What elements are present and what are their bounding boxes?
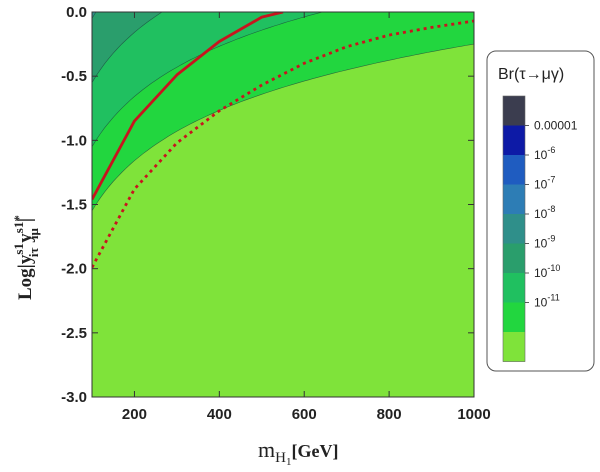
x-tick-label: 1000	[457, 406, 490, 423]
legend-label: 10-6	[534, 145, 555, 162]
legend-label: 10-10	[534, 263, 560, 280]
x-tick-label: 200	[122, 406, 147, 423]
y-tick-label: 0.0	[66, 4, 87, 21]
reference-curves	[92, 12, 474, 269]
y-axis-title: Log|ys1iτ ys1*iμ|	[11, 215, 41, 300]
legend-swatch	[503, 155, 525, 185]
legend-swatch	[503, 214, 525, 244]
contour-regions	[92, 12, 474, 397]
contour-lines	[92, 12, 474, 212]
legend-swatch	[503, 125, 525, 156]
region-below-level-11	[92, 44, 474, 397]
legend-swatch	[503, 184, 525, 215]
contour-line-level-11	[92, 43, 474, 212]
y-tick-label: -1.0	[61, 132, 87, 149]
legend-label: 0.00001	[534, 119, 578, 133]
legend-swatch	[503, 243, 525, 274]
x-tick-label: 800	[377, 406, 402, 423]
legend-label: 10-7	[534, 175, 555, 192]
legend-label: 10-8	[534, 204, 555, 221]
y-tick-label: -3.0	[61, 389, 87, 406]
legend-swatch	[503, 96, 525, 126]
legend: Br(τ→μγ) 0.00001 10-6 10-7 10-8 10-9 10-10 10-…	[486, 50, 595, 372]
x-axis-title: mH1[GeV]	[258, 437, 338, 468]
legend-swatches	[502, 95, 526, 362]
legend-label: 10-9	[534, 234, 555, 251]
legend-labels: 0.00001 10-6 10-7 10-8 10-9 10-10 10-11	[525, 119, 578, 310]
solid-red-curve	[92, 12, 284, 201]
legend-label: 10-11	[534, 293, 560, 310]
legend-swatch	[503, 332, 525, 362]
plot-area	[92, 12, 474, 397]
y-axis-ticks: 0.0 -0.5 -1.0 -1.5 -2.0 -2.5 -3.0	[61, 4, 474, 406]
contour-line-level-10	[92, 12, 324, 147]
legend-title: Br(τ→μγ)	[498, 66, 564, 83]
y-tick-label: -2.5	[61, 325, 87, 342]
x-axis-ticks: 200 400 600 800 1000	[122, 12, 491, 423]
legend-bar-frame	[502, 95, 526, 362]
y-tick-label: -0.5	[61, 68, 87, 85]
legend-swatch	[503, 273, 525, 303]
x-tick-label: 600	[292, 406, 317, 423]
x-tick-label: 400	[207, 406, 232, 423]
contour-line-level-9	[92, 12, 163, 83]
y-tick-label: -2.0	[61, 261, 87, 278]
legend-swatch	[503, 302, 525, 333]
y-tick-label: -1.5	[61, 197, 87, 214]
dotted-red-curve	[92, 19, 474, 269]
